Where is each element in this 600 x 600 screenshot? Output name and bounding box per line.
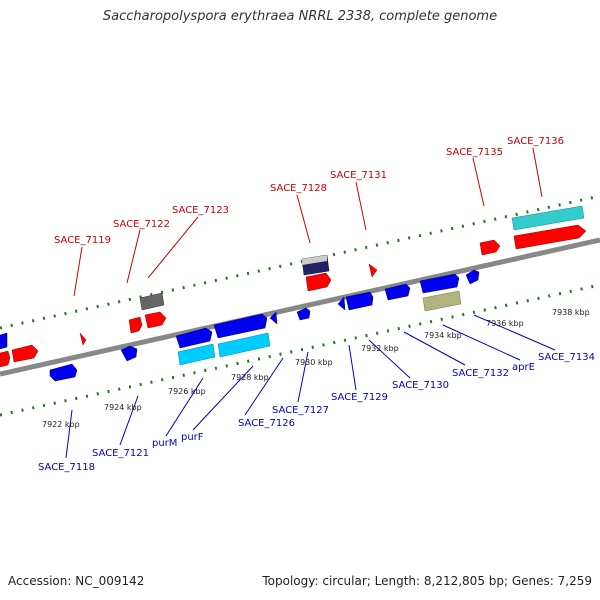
leader-line [368, 339, 411, 379]
gene-feature[interactable] [513, 224, 587, 250]
olive-feature[interactable] [422, 290, 462, 312]
light-cds-feature[interactable] [217, 332, 271, 358]
gene-feature[interactable] [49, 363, 78, 382]
gene-label-reverse[interactable]: SACE_7118 [38, 462, 95, 473]
gene-feature[interactable] [419, 273, 460, 294]
gene-label-reverse[interactable]: SACE_7132 [452, 368, 509, 379]
leader-line [192, 365, 254, 431]
tick-label: 7926 kbp [168, 387, 206, 396]
gene-feature[interactable] [296, 307, 311, 321]
tick-label: 7932 kbp [361, 344, 399, 353]
gene-feature[interactable] [305, 272, 332, 292]
leader-line [473, 314, 556, 351]
tick-label: 7936 kbp [486, 319, 524, 328]
leader-line [532, 147, 543, 198]
gene-label-forward[interactable]: SACE_7131 [330, 170, 387, 181]
tick-label: 7928 kbp [231, 373, 269, 382]
gene-label-reverse[interactable]: purM [152, 438, 177, 449]
tick-label: 7922 kbp [42, 420, 80, 429]
gene-label-reverse[interactable]: SACE_7121 [92, 448, 149, 459]
leader-line [472, 157, 485, 207]
leader-line [296, 194, 311, 244]
leader-line [355, 181, 367, 231]
gene-feature[interactable] [79, 332, 87, 346]
gene-label-forward[interactable]: SACE_7119 [54, 235, 111, 246]
gene-feature[interactable] [175, 327, 213, 349]
leader-line [442, 324, 521, 361]
gene-feature[interactable] [0, 350, 11, 368]
gene-feature[interactable] [479, 239, 501, 256]
gene-label-reverse[interactable]: SACE_7129 [331, 392, 388, 403]
leader-line [165, 377, 204, 437]
gene-label-forward[interactable]: SACE_7122 [113, 219, 170, 230]
cyan-feature[interactable] [511, 205, 585, 231]
gene-feature[interactable] [11, 344, 39, 363]
leader-line [348, 344, 357, 391]
tick-label: 7938 kbp [552, 308, 590, 317]
gene-feature[interactable] [337, 296, 346, 311]
gene-feature[interactable] [128, 316, 143, 334]
gene-feature[interactable] [465, 269, 480, 285]
leader-line [147, 216, 199, 279]
leader-line [126, 229, 141, 284]
tick-labels: 7922 kbp 7924 kbp 7926 kbp 7928 kbp 7930… [42, 308, 590, 429]
gene-label-reverse[interactable]: SACE_7134 [538, 352, 595, 363]
leader-line [244, 357, 284, 416]
leader-line [297, 351, 309, 403]
tick-label: 7924 kbp [104, 403, 142, 412]
accession-text: Accession: NC_009142 [8, 574, 145, 588]
gene-feature[interactable] [0, 332, 8, 350]
grey-feature[interactable] [139, 292, 165, 311]
gene-feature[interactable] [384, 283, 411, 301]
light-cds-feature[interactable] [177, 343, 216, 366]
tick-label: 7934 kbp [424, 331, 462, 340]
gene-label-reverse[interactable]: SACE_7126 [238, 418, 295, 429]
gene-label-reverse[interactable]: SACE_7127 [272, 405, 329, 416]
gene-feature[interactable] [144, 311, 167, 329]
gene-label-forward[interactable]: SACE_7128 [270, 183, 327, 194]
genome-backbone [0, 237, 600, 377]
gene-label-reverse[interactable]: SACE_7130 [392, 380, 449, 391]
gene-label-forward[interactable]: SACE_7135 [446, 147, 503, 158]
gene-label-forward[interactable]: SACE_7123 [172, 205, 229, 216]
gene-feature[interactable] [213, 313, 268, 339]
topology-text: Topology: circular; Length: 8,212,805 bp… [262, 574, 592, 588]
grey-feature[interactable] [302, 255, 327, 265]
leader-line [119, 395, 139, 446]
gene-label-reverse[interactable]: aprE [512, 362, 535, 373]
leader-line [65, 409, 73, 459]
gene-feature[interactable] [120, 345, 138, 362]
tick-label: 7930 kbp [295, 358, 333, 367]
map-title: Saccharopolyspora erythraea NRRL 2338, c… [102, 9, 498, 24]
gene-label-reverse[interactable]: purF [181, 432, 204, 443]
leader-line [73, 246, 83, 297]
gene-feature[interactable] [368, 263, 378, 278]
gene-label-forward[interactable]: SACE_7136 [507, 136, 564, 147]
leader-line [403, 331, 466, 366]
gene-feature[interactable] [269, 311, 278, 325]
gene-feature[interactable] [345, 291, 374, 311]
